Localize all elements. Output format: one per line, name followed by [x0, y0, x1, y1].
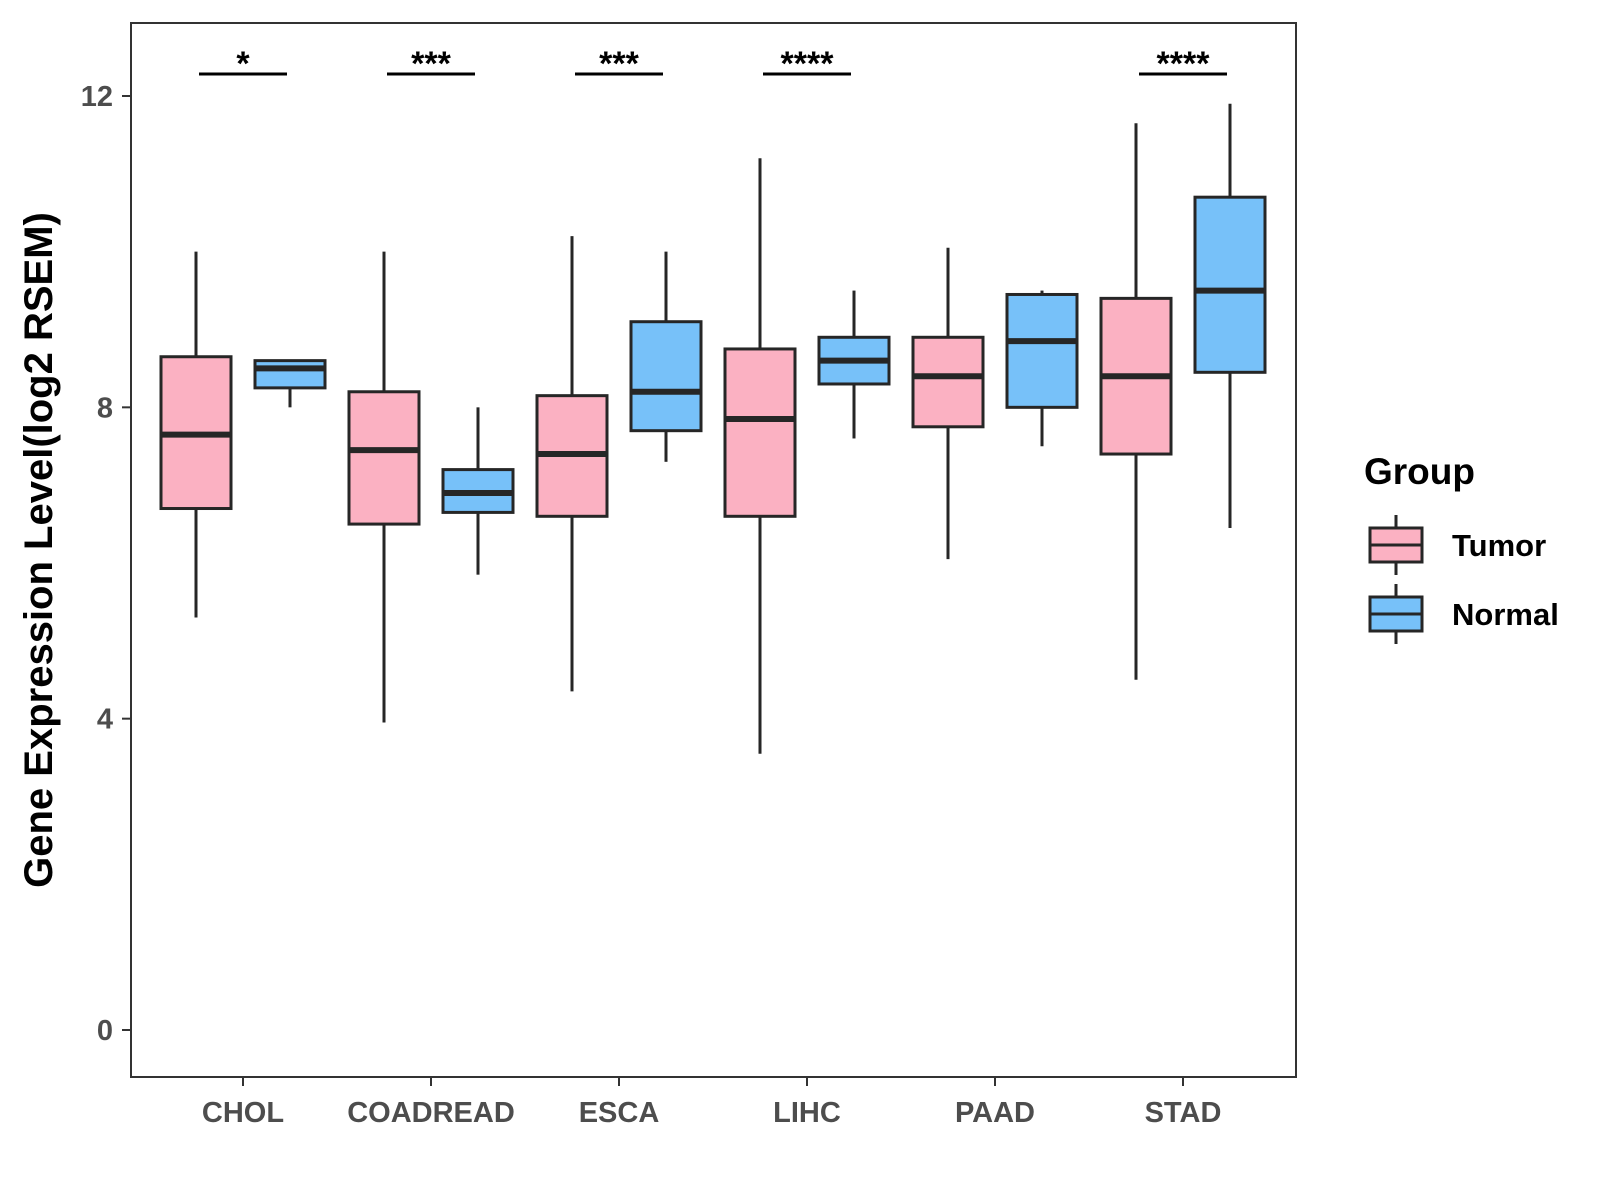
box-tumor-stad: [1099, 123, 1173, 680]
box-normal-chol: [253, 359, 327, 408]
x-tick-label: PAAD: [955, 1097, 1035, 1129]
box-tumor-paad: [911, 247, 985, 560]
plot-area: * *** *** **** ****: [159, 45, 1267, 754]
box-iqr: [723, 347, 797, 518]
box-tumor-lihc: [723, 158, 797, 754]
box-tumor-chol: [159, 251, 233, 618]
box-normal-paad: [1005, 290, 1079, 447]
significance-label: *: [236, 45, 250, 83]
x-tick-label: STAD: [1145, 1097, 1222, 1129]
y-tick-label: 0: [97, 1015, 113, 1047]
box-iqr: [347, 390, 421, 526]
y-tick-label: 4: [97, 704, 113, 736]
x-tick-label: LIHC: [773, 1097, 841, 1129]
x-tick-label: COADREAD: [347, 1097, 515, 1129]
box-normal-lihc: [817, 290, 891, 439]
box-normal-stad: [1193, 103, 1267, 528]
legend-label: Tumor: [1452, 528, 1546, 563]
box-normal-esca: [629, 251, 703, 462]
box-normal-coadread: [441, 407, 515, 575]
legend-item-tumor: Tumor: [1368, 515, 1546, 575]
x-tick-label: ESCA: [579, 1097, 660, 1129]
significance-label: ****: [1157, 45, 1211, 83]
axes: 0 4 8 12 CHOL COADREAD ESCA LIHC PAAD STAD: [81, 81, 1222, 1129]
legend: Group Tumor Normal: [1364, 451, 1559, 644]
legend-label: Normal: [1452, 597, 1559, 632]
box-iqr: [629, 320, 703, 433]
y-axis-title: Gene Expression Level(log2 RSEM): [17, 212, 61, 888]
legend-title: Group: [1364, 451, 1475, 492]
x-tick-label: CHOL: [202, 1097, 284, 1129]
y-tick-label: 12: [81, 81, 113, 113]
significance-label: ***: [599, 45, 639, 83]
y-tick-label: 8: [97, 392, 113, 424]
box-tumor-esca: [535, 236, 609, 692]
box-iqr: [1193, 195, 1267, 374]
plot-panel-border: [130, 22, 1297, 1078]
box-iqr: [1005, 292, 1079, 409]
box-iqr: [911, 335, 985, 429]
box-iqr: [253, 359, 327, 390]
significance-label: ****: [781, 45, 835, 83]
significance-label: ***: [411, 45, 451, 83]
legend-item-normal: Normal: [1368, 584, 1559, 644]
box-tumor-coadread: [347, 251, 421, 723]
